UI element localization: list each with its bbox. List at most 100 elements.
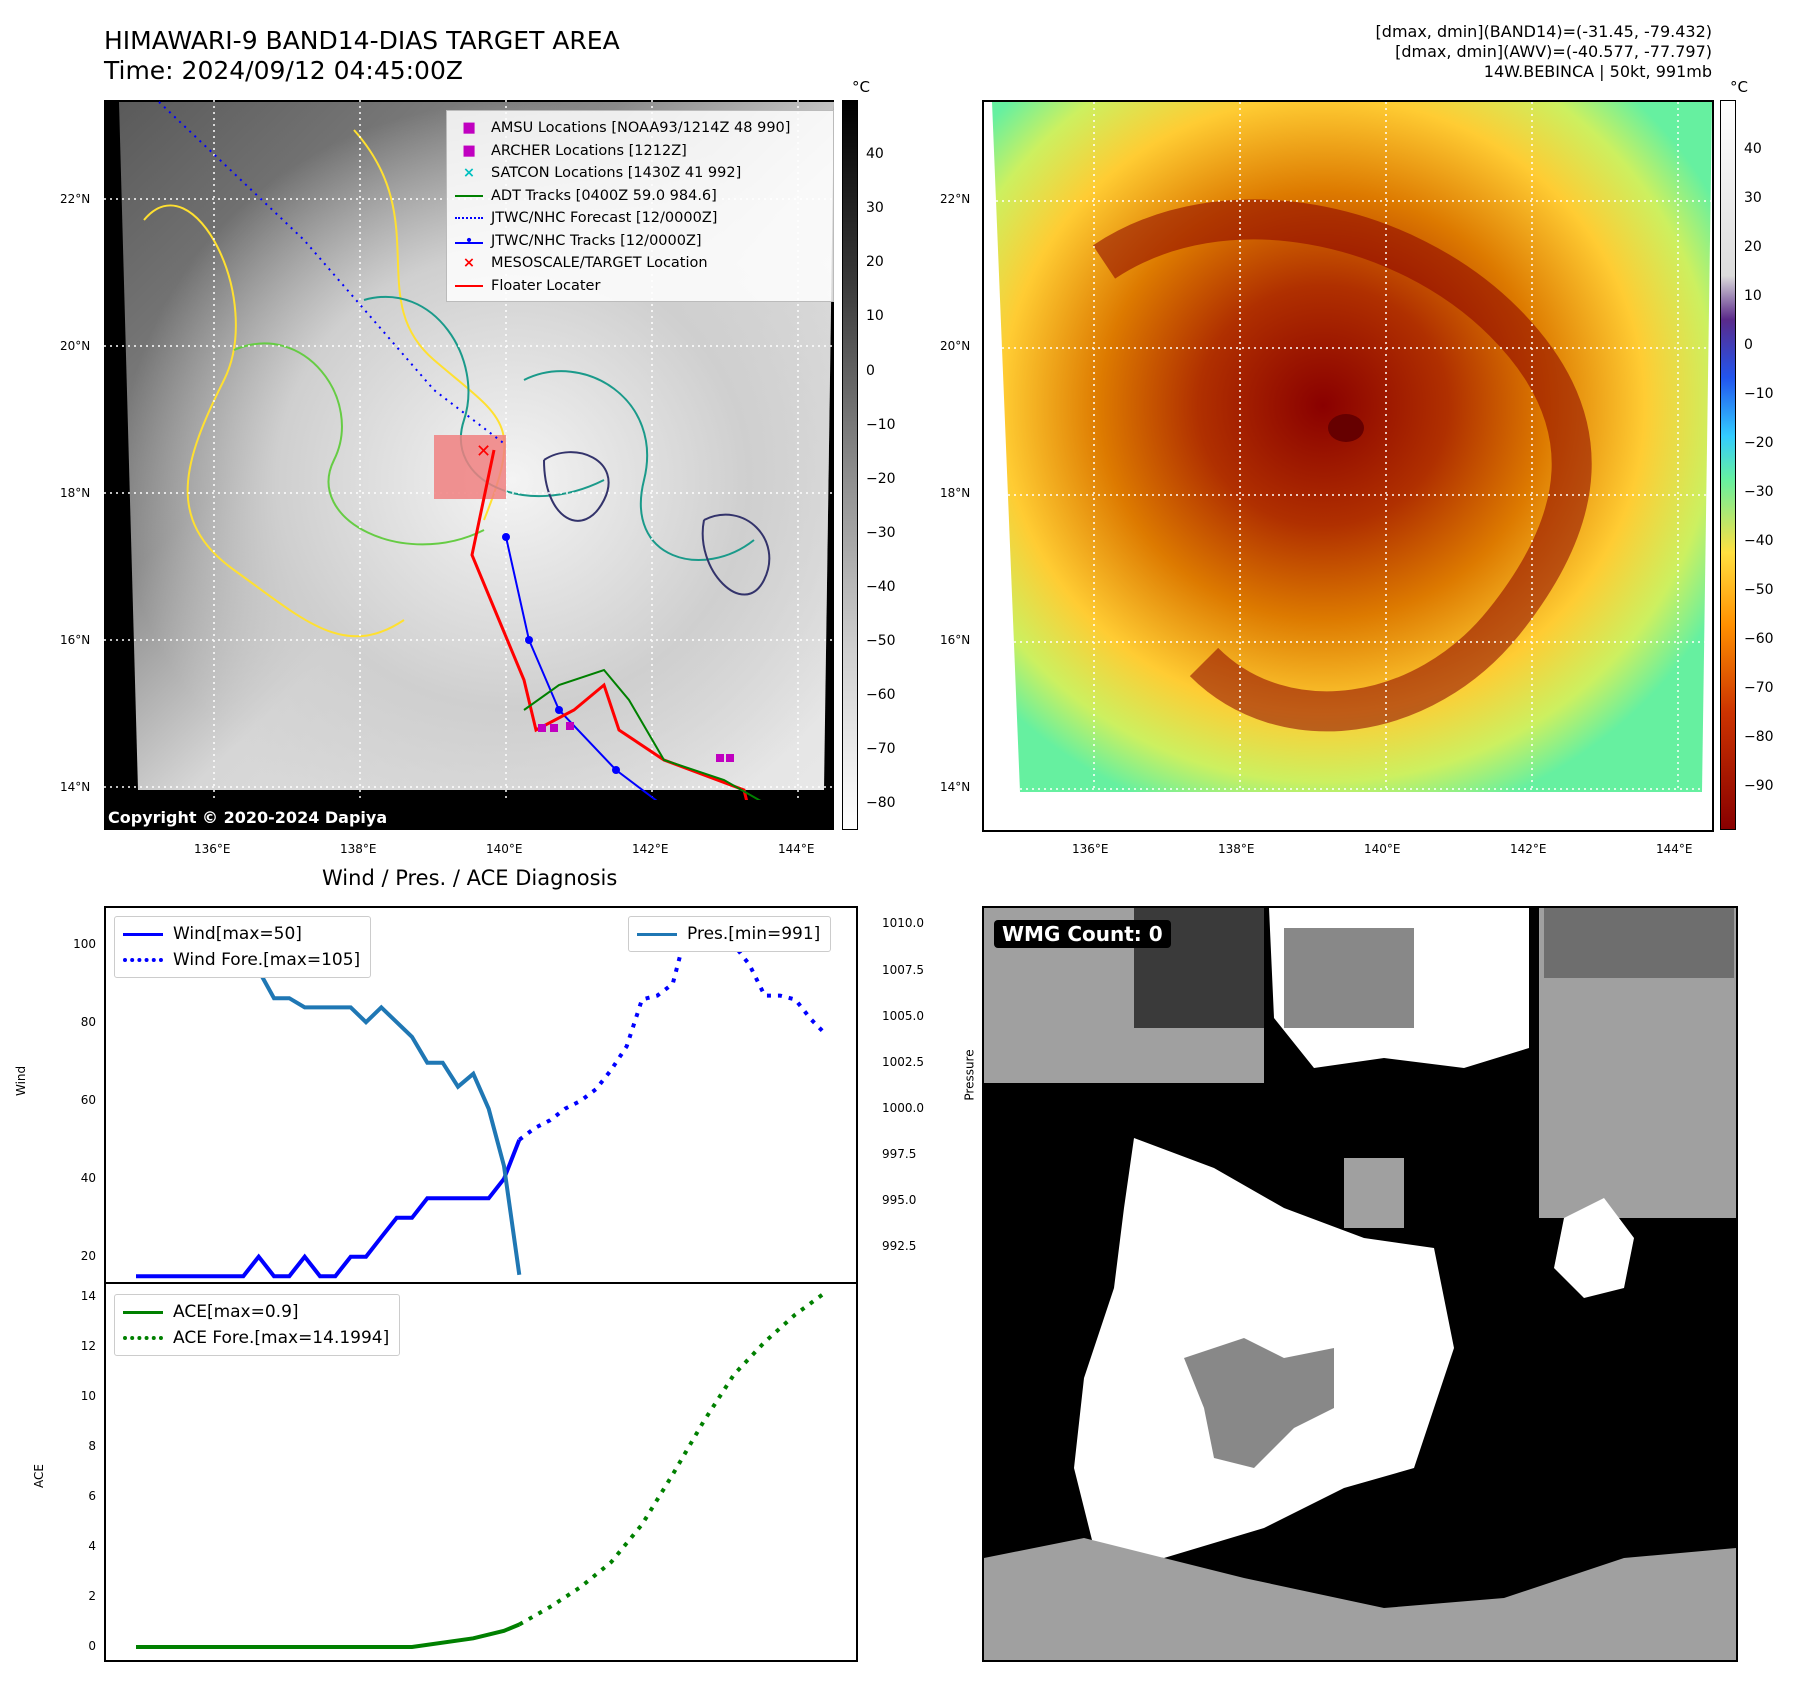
legend-label: Wind Fore.[max=105] — [173, 950, 361, 970]
wind-tick-label: 40 — [80, 1170, 96, 1185]
legend-item-pressure: Pres.[min=991] — [637, 921, 820, 947]
figure-title: HIMAWARI-9 BAND14-DIAS TARGET AREA Time:… — [104, 26, 620, 86]
wind-tick-label: 80 — [80, 1014, 96, 1029]
legend-item-archer: ■ ARCHER Locations [1212Z] — [455, 140, 833, 163]
lat-label: 22°N — [60, 192, 91, 206]
lon-label: 140°E — [1364, 842, 1401, 856]
wmg-region-gray — [984, 1538, 1736, 1660]
colorbar-tick: 20 — [1744, 239, 1762, 255]
lon-label: 142°E — [1510, 842, 1547, 856]
storm-eye — [1328, 414, 1364, 442]
pressure-tick-label: 1005.0 — [882, 1008, 924, 1023]
wind-forecast-line — [518, 921, 828, 1142]
left-colorbar-unit: °C — [852, 78, 870, 96]
colorbar-tick: −60 — [1744, 631, 1774, 647]
colorbar-tick: −40 — [1744, 533, 1774, 549]
colorbar-tick: −10 — [866, 417, 896, 433]
awv-map-panel — [982, 100, 1714, 832]
diagnosis-title: Wind / Pres. / ACE Diagnosis — [322, 866, 618, 890]
colorbar-tick: 10 — [1744, 288, 1762, 304]
colorbar-tick: 30 — [1744, 190, 1762, 206]
colorbar-tick: −50 — [866, 633, 896, 649]
pressure-tick-label: 997.5 — [882, 1146, 917, 1161]
colorbar-tick: −40 — [866, 579, 896, 595]
lon-label: 136°E — [194, 842, 231, 856]
pressure-tick-label: 992.5 — [882, 1239, 917, 1254]
legend-line-icon — [637, 932, 677, 936]
ace-frame — [104, 1282, 858, 1662]
wind-tick-label: 60 — [80, 1092, 96, 1107]
ace-tick-label: 12 — [80, 1339, 96, 1353]
legend-item-ace-fore: ACE Fore.[max=14.1994] — [123, 1325, 389, 1351]
colorbar-tick: 20 — [866, 254, 884, 270]
right-colorbar — [1720, 100, 1736, 830]
wmg-region-gray — [1344, 1158, 1404, 1228]
adt-track — [523, 668, 795, 821]
colorbar-tick: −50 — [1744, 582, 1774, 598]
lon-label: 138°E — [1218, 842, 1255, 856]
legend-square-icon: ■ — [462, 142, 476, 159]
legend-label: AMSU Locations [NOAA93/1214Z 48 990] — [491, 120, 791, 137]
legend-label: MESOSCALE/TARGET Location — [491, 255, 708, 272]
legend-x-icon: × — [462, 255, 476, 272]
gridlines — [984, 102, 1712, 830]
colorbar-tick: −20 — [866, 471, 896, 487]
colorbar-tick: 10 — [866, 308, 884, 324]
legend-square-icon: ■ — [462, 120, 476, 137]
target-box — [434, 435, 506, 499]
lon-label: 136°E — [1072, 842, 1109, 856]
legend-item-adt: ADT Tracks [0400Z 59.0 984.6] — [455, 185, 833, 208]
legend-item-amsu: ■ AMSU Locations [NOAA93/1214Z 48 990] — [455, 117, 833, 140]
floater-track — [470, 449, 756, 831]
legend-item-forecast: JTWC/NHC Forecast [12/0000Z] — [455, 207, 833, 230]
awv-map-svg — [984, 102, 1712, 830]
legend-label: JTWC/NHC Tracks [12/0000Z] — [491, 232, 702, 249]
wind-line — [136, 1139, 522, 1279]
legend-item-floater: Floater Locater — [455, 275, 833, 298]
pressure-tick-label: 1010.0 — [882, 916, 924, 931]
colorbar-tick: 0 — [866, 363, 875, 379]
lon-label: 138°E — [340, 842, 377, 856]
ace-tick-label: 6 — [88, 1489, 96, 1503]
lon-label: 140°E — [486, 842, 523, 856]
pressure-axis-label: Pressure — [962, 1049, 977, 1101]
wmg-region-gray — [1284, 928, 1414, 1028]
colorbar-tick: 0 — [1744, 337, 1753, 353]
wind-tick-label: 100 — [73, 936, 96, 951]
colorbar-tick: −80 — [1744, 729, 1774, 745]
pressure-tick-label: 995.0 — [882, 1193, 917, 1208]
legend-label: ARCHER Locations [1212Z] — [491, 142, 687, 159]
legend-label: Wind[max=50] — [173, 924, 302, 944]
legend-dotted-line-icon — [123, 958, 163, 962]
legend-label: Pres.[min=991] — [687, 924, 821, 944]
legend-line-icon — [455, 194, 483, 197]
info-line-3: 14W.BEBINCA | 50kt, 991mb — [1483, 62, 1712, 81]
legend-label: SATCON Locations [1430Z 41 992] — [491, 165, 742, 182]
legend-line-icon — [455, 284, 483, 287]
ace-tick-label: 2 — [88, 1589, 96, 1603]
wmg-region-dark — [1544, 908, 1734, 978]
right-colorbar-unit: °C — [1730, 78, 1748, 96]
ace-axis-label: ACE — [32, 1464, 46, 1488]
legend-line-icon — [123, 932, 163, 936]
colorbar-tick: −30 — [1744, 484, 1774, 500]
left-colorbar — [842, 100, 858, 830]
ace-tick-label: 8 — [88, 1439, 96, 1453]
target-marker: ✕ — [476, 441, 491, 462]
lon-label: 144°E — [778, 842, 815, 856]
ace-forecast-line — [518, 1290, 828, 1627]
pressure-legend: Pres.[min=991] — [628, 916, 832, 952]
ace-legend: ACE[max=0.9] ACE Fore.[max=14.1994] — [114, 1294, 401, 1356]
legend-line-dot-icon: • — [455, 233, 483, 249]
info-line-1: [dmax, dmin](BAND14)=(-31.45, -79.432) — [1375, 22, 1712, 41]
wmg-panel: WMG Count: 0 — [982, 906, 1738, 1662]
lat-label: 20°N — [60, 339, 91, 353]
contours — [143, 129, 771, 638]
ace-svg — [104, 1282, 858, 1662]
legend-label: ACE Fore.[max=14.1994] — [173, 1328, 390, 1348]
pressure-tick-label: 1002.5 — [882, 1054, 924, 1069]
awv-spiral-band — [1092, 199, 1592, 732]
legend-item-satcon: × SATCON Locations [1430Z 41 992] — [455, 162, 833, 185]
info-line-2: [dmax, dmin](AWV)=(-40.577, -77.797) — [1395, 42, 1712, 61]
copyright: Copyright © 2020-2024 Dapiya — [108, 808, 388, 827]
